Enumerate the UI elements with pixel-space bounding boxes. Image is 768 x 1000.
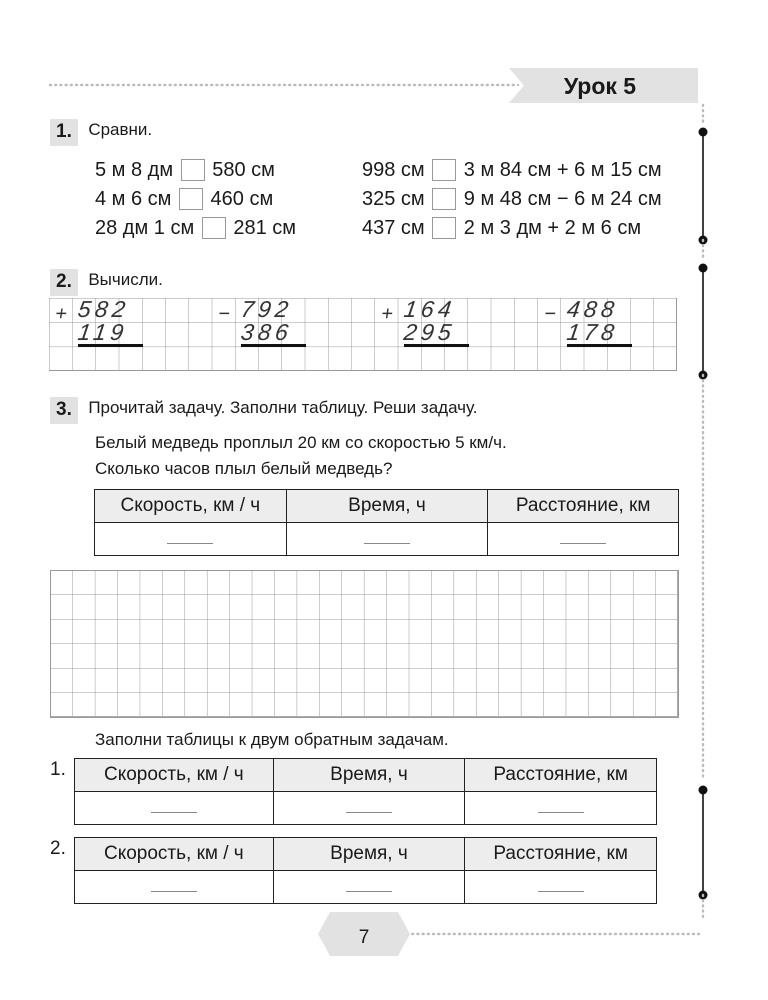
svg-text:7: 7 (359, 927, 370, 948)
svg-text:Урок 5: Урок 5 (564, 73, 636, 99)
